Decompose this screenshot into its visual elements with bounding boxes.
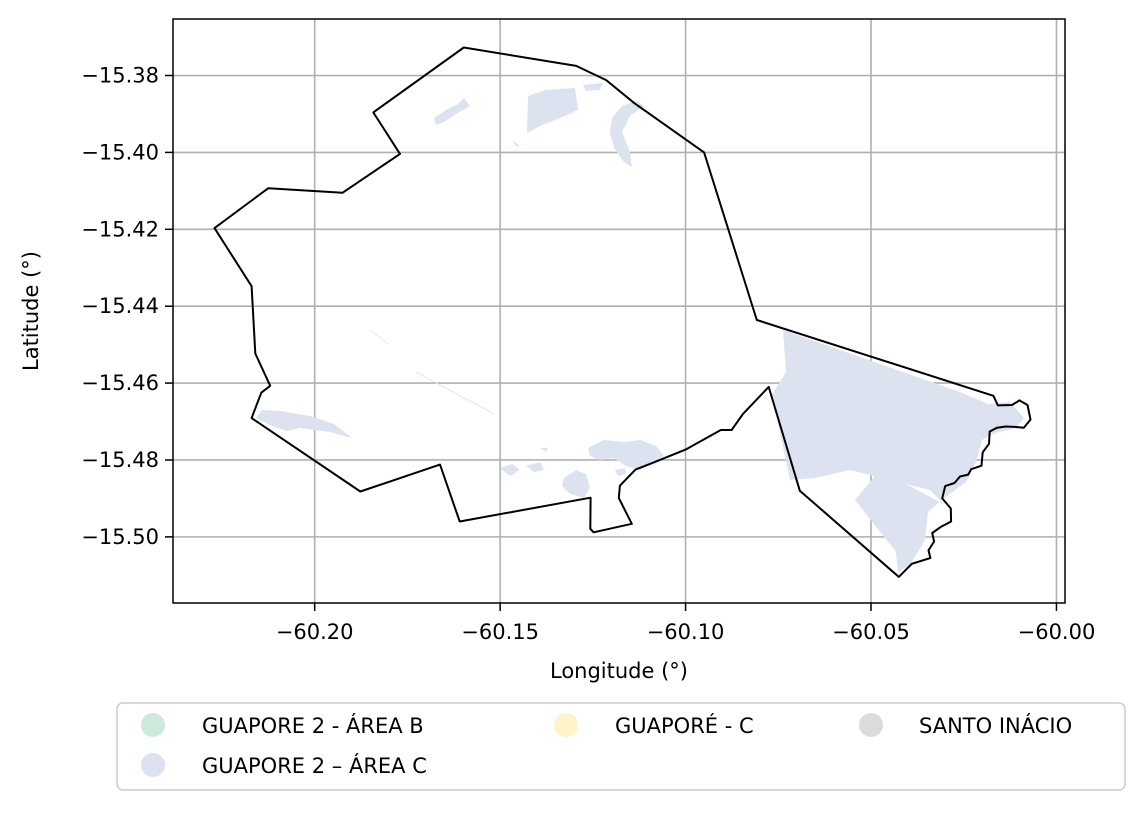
y-tick-label: −15.38	[81, 64, 159, 88]
area-c-polygon	[583, 83, 603, 91]
x-axis: −60.20 −60.15 −60.10 −60.05 −60.00	[276, 603, 1096, 644]
x-tick-label: −60.15	[461, 620, 539, 644]
property-boundary	[213, 46, 1032, 578]
legend-label: SANTO INÁCIO	[919, 713, 1072, 738]
legend: GUAPORE 2 - ÁREA B GUAPORE 2 – ÁREA C GU…	[116, 702, 1126, 791]
area-c-polygons	[256, 83, 1024, 572]
legend-item: GUAPORÉ - C	[554, 713, 754, 738]
x-tick-label: −60.10	[647, 620, 725, 644]
area-c-polygon	[610, 101, 644, 167]
y-axis-label: Latitude (°)	[19, 251, 43, 371]
legend-item: SANTO INÁCIO	[859, 713, 1072, 738]
y-tick-label: −15.50	[81, 525, 159, 549]
area-c-polygon	[588, 440, 664, 470]
area-c-polygon	[772, 330, 1024, 572]
axes-frame	[172, 18, 1066, 604]
area-c-polygon	[615, 468, 626, 476]
area-c-polygon	[500, 464, 520, 476]
area-c-polygon	[512, 140, 520, 147]
area-c-polygon	[562, 470, 590, 498]
y-tick-label: −15.48	[81, 448, 159, 472]
y-axis: −15.38 −15.40 −15.42 −15.44 −15.46 −15.48 −15.…	[81, 64, 173, 549]
y-tick-label: −15.42	[81, 217, 159, 241]
legend-label: GUAPORÉ - C	[615, 713, 754, 738]
area-c-polygon	[527, 88, 578, 133]
y-tick-label: −15.46	[81, 371, 159, 395]
x-tick-label: −60.05	[832, 620, 910, 644]
legend-marker-icon	[141, 753, 165, 777]
legend-label: GUAPORE 2 - ÁREA B	[202, 713, 424, 738]
y-tick-label: −15.40	[81, 140, 159, 164]
y-tick-label: −15.44	[81, 294, 159, 318]
legend-marker-icon	[141, 713, 165, 737]
x-axis-label: Longitude (°)	[550, 659, 688, 683]
area-c-polygon	[434, 98, 470, 125]
area-c-polygon	[256, 410, 352, 438]
area-c-polygon	[540, 448, 548, 452]
legend-marker-icon	[859, 713, 883, 737]
legend-label: GUAPORE 2 – ÁREA C	[202, 753, 427, 778]
legend-item: GUAPORE 2 – ÁREA C	[141, 753, 427, 778]
x-tick-label: −60.00	[1018, 620, 1096, 644]
area-c-polygon	[526, 462, 544, 472]
legend-marker-icon	[554, 713, 578, 737]
legend-item: GUAPORE 2 - ÁREA B	[141, 713, 424, 738]
x-tick-label: −60.20	[276, 620, 354, 644]
plot-area	[172, 18, 1066, 604]
area-c-sliver	[415, 371, 495, 415]
area-c-sliver	[369, 329, 389, 345]
